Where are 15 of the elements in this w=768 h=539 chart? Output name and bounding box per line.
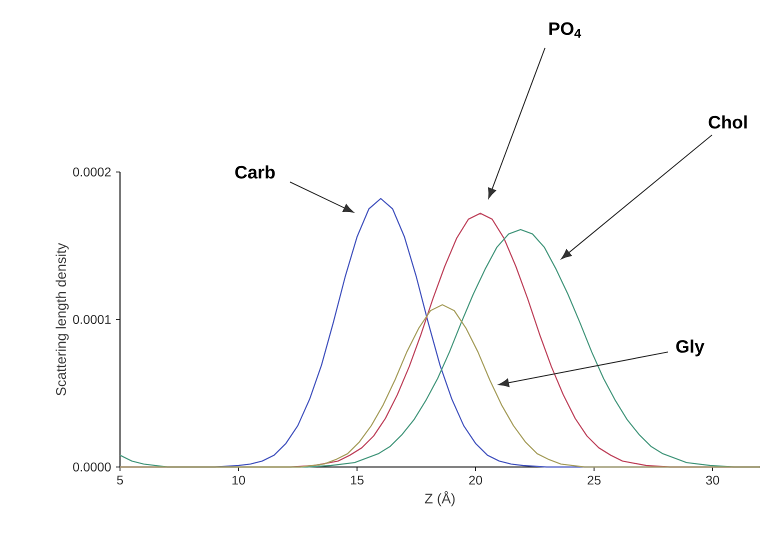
- annotation: Gly: [676, 340, 704, 356]
- y-tick-label: 0.0002: [73, 168, 111, 176]
- x-axis-title: Z (Å): [424, 491, 455, 506]
- x-tick-label: 15: [350, 476, 364, 485]
- x-tick-label: 10: [232, 476, 246, 485]
- y-tick-label: 0.0000: [73, 462, 111, 472]
- x-tick-label: 25: [588, 476, 601, 485]
- x-tick-label: 30: [706, 476, 720, 485]
- text: Chol: [708, 115, 747, 129]
- y-axis-title: Scattering length density: [56, 242, 69, 396]
- x-tick-label: 20: [469, 476, 482, 485]
- x-tick-label: 5: [116, 476, 124, 485]
- y-tick-label: 0.0001: [73, 315, 111, 324]
- text: PO$_{4}$: [549, 22, 582, 38]
- annotation: Carb: [235, 165, 275, 179]
